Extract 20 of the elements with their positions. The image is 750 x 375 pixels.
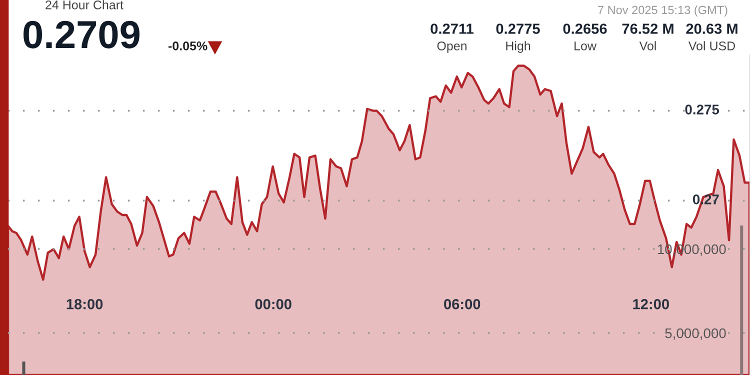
x-tick-label: 06:00 <box>444 298 480 310</box>
x-tick-label: 12:00 <box>633 298 669 310</box>
text: 0.2775 <box>496 24 540 34</box>
text: 20.63 M <box>686 24 738 34</box>
chart-title: 24 Hour Chart <box>46 0 124 10</box>
text: Low <box>574 42 596 50</box>
x-tick-label: 00:00 <box>255 298 292 310</box>
text: High <box>506 41 530 53</box>
x-tick-label: 18:00 <box>66 298 103 310</box>
text: Open <box>437 42 466 53</box>
text: Vol <box>639 41 656 50</box>
text: -0.05% <box>168 42 208 50</box>
text: 76.52 M <box>622 24 674 34</box>
text: 7 Nov 2025 15:13 (GMT) <box>598 6 728 16</box>
y-tick-label: 0.275 <box>685 104 720 114</box>
chart-subtitle: 0.2709 <box>24 20 140 48</box>
y2-tick-label: 5,000,000 <box>665 328 726 340</box>
text: Vol USD <box>688 41 736 50</box>
text: 0.2711 <box>430 24 474 34</box>
text: 0.2656 <box>563 24 607 34</box>
